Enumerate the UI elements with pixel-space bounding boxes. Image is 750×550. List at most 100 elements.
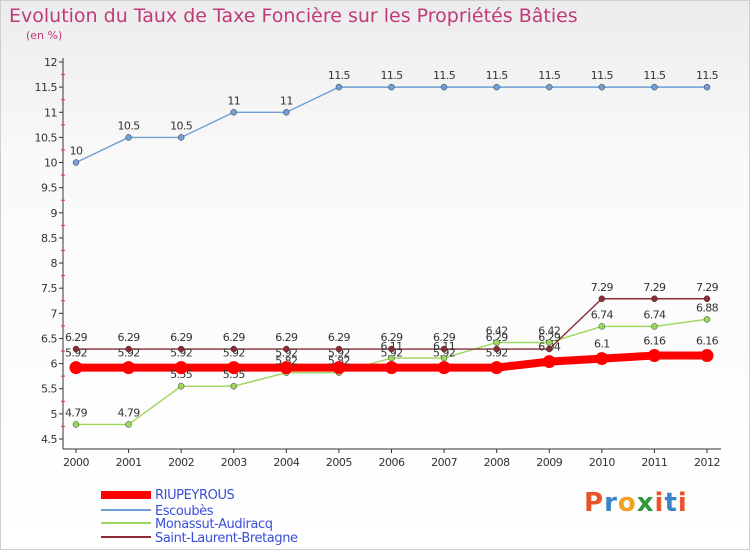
data-label: 11 [280,94,293,107]
y-tick-label: 5.5 [41,383,57,396]
data-label: 5.92 [433,347,455,360]
data-point [279,361,293,375]
data-label: 6.29 [275,331,298,344]
data-point [440,345,448,353]
x-tick-label: 2011 [641,456,667,469]
y-tick-label: 6.5 [41,332,57,345]
data-point [230,345,237,353]
data-label: 6.74 [643,308,666,321]
x-tick-label: 2007 [431,456,457,469]
data-point [72,421,80,428]
y-tick-label: 8.5 [41,232,57,245]
data-label: 10.5 [170,119,193,132]
data-point [72,159,80,166]
data-point [546,345,553,353]
data-point [230,109,237,116]
data-point [651,295,658,303]
data-point [546,83,553,91]
legend-swatch [101,536,151,538]
legend-swatch [101,491,151,499]
data-label: 11.5 [380,69,403,82]
data-point [440,354,448,362]
proxiti-logo: Proxiti [584,488,688,518]
data-point [595,352,609,366]
data-label: 6.29 [170,331,193,344]
y-tick-label: 7 [51,307,58,320]
data-point [177,134,185,141]
data-point [490,361,504,375]
x-tick-label: 2004 [273,456,299,469]
data-point [651,83,658,91]
x-tick-label: 2012 [694,456,720,469]
y-tick-label: 4.5 [41,433,57,446]
x-tick-label: 2010 [589,456,615,469]
data-label: 10.5 [118,119,141,132]
y-tick-label: 8 [51,257,58,270]
data-label: 6.29 [65,331,88,344]
data-label: 6.16 [643,335,666,348]
data-point [125,345,132,353]
data-label: 6.16 [696,335,719,348]
x-tick-label: 2000 [63,456,89,469]
legend-label: Monassut-Audiracq [155,517,273,532]
y-tick-label: 7.5 [41,282,57,295]
data-label: 11.5 [591,69,614,82]
logo-letter: P [584,488,605,518]
data-label: 4.79 [65,406,88,419]
legend-item-monassut-audiracq: Monassut-Audiracq [101,517,361,533]
y-tick-label: 11 [44,106,57,119]
data-point [388,345,395,353]
data-point [598,323,606,330]
data-label: 6.42 [538,324,560,337]
data-label: 7.29 [643,281,666,294]
data-point [283,109,290,116]
data-label: 6.29 [380,331,403,344]
data-label: 7.29 [591,281,614,294]
data-label: 11.5 [643,69,666,82]
unit-label: (en %) [26,29,63,42]
data-point [122,361,136,375]
x-tick-label: 2005 [326,456,352,469]
data-label: 11.5 [538,69,561,82]
data-point [700,349,714,363]
data-point [437,361,451,375]
point-labels: 10 10.5 10.5 11 11 11.5 11.5 11.5 11.5 11.5 11.5 11… [65,69,719,419]
data-label: 5.92 [118,347,140,360]
legend-label: Escoubès [155,504,214,519]
data-label: 11.5 [486,69,509,82]
data-label: 6.29 [118,331,141,344]
data-label: 6.29 [433,331,456,344]
logo-letter: r [604,488,618,518]
data-point [69,361,83,375]
data-point [493,345,500,353]
x-tick-label: 2002 [168,456,194,469]
data-point [546,339,553,346]
logo-letter: i [677,488,688,518]
data-point [72,345,80,353]
y-tick-label: 11.5 [35,81,58,94]
data-label: 6.29 [328,331,351,344]
data-label: 6.74 [591,308,614,321]
data-label: 6.88 [696,301,719,314]
data-label: 11 [227,94,240,107]
data-point [125,421,132,428]
data-point [388,354,395,362]
data-label: 6.29 [538,331,561,344]
data-label: 6.42 [486,324,508,337]
series-markers [69,83,714,428]
data-point [647,349,661,363]
data-label: 6.29 [223,331,246,344]
x-tick-label: 2009 [536,456,562,469]
data-label: 5.92 [486,347,508,360]
x-tick-label: 2003 [221,456,247,469]
data-point [283,345,290,353]
data-label: 5.92 [223,347,245,360]
data-point [598,295,606,303]
data-point [703,83,711,91]
data-point [493,83,500,91]
y-tick-label: 5 [51,408,58,421]
data-point [385,361,398,375]
data-point [177,382,185,390]
data-point [598,83,606,91]
